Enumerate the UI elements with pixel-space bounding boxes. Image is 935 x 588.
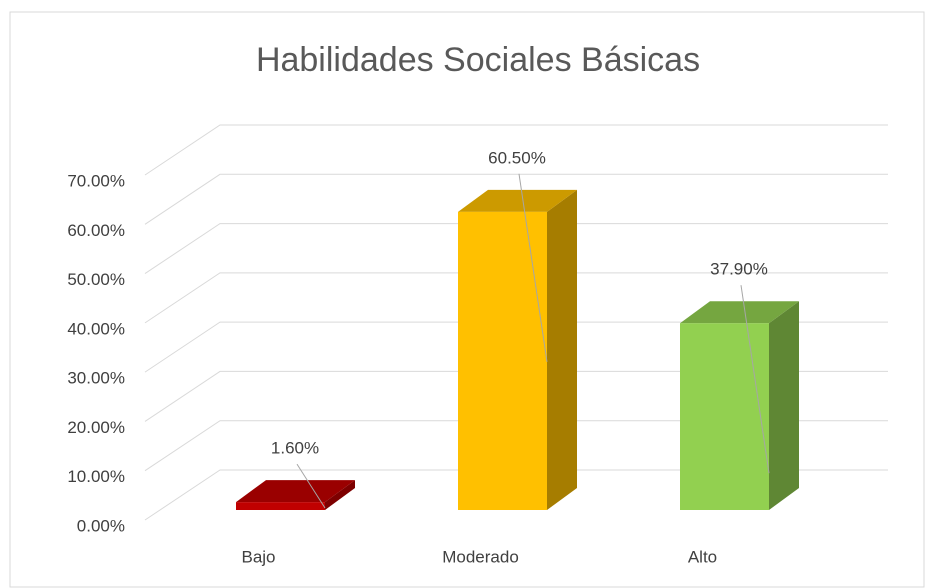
leader-line (740, 285, 770, 474)
bar-side (325, 480, 355, 510)
bar (680, 323, 769, 510)
y-tick-label: 70.00% (67, 171, 125, 190)
leader-line (296, 463, 326, 509)
bar-side (547, 189, 577, 511)
x-tick-label: Alto (688, 547, 717, 566)
bar (236, 502, 325, 510)
grid-line (144, 223, 888, 274)
grid-line (144, 420, 888, 472)
y-tick-label: 20.00% (67, 418, 125, 437)
bar-top (458, 189, 577, 212)
grid-line (144, 272, 888, 324)
grid-line (144, 173, 888, 225)
data-label: 1.60% (271, 439, 319, 458)
grid-line (144, 321, 888, 373)
leader-line (518, 173, 548, 362)
bar-side (769, 301, 799, 510)
bar-top (680, 301, 799, 324)
y-tick-label: 60.00% (67, 221, 125, 240)
grid-line (144, 370, 888, 422)
y-tick-label: 0.00% (77, 516, 125, 535)
y-tick-label: 40.00% (67, 319, 125, 338)
bar (458, 211, 547, 511)
grid-line (144, 469, 888, 521)
grid-line (144, 124, 888, 176)
y-tick-label: 50.00% (67, 270, 125, 289)
data-label: 37.90% (710, 260, 768, 279)
x-tick-label: Moderado (442, 547, 519, 566)
chart-title: Habilidades Sociales Básicas (256, 41, 700, 79)
bar-top (236, 480, 355, 503)
data-label: 60.50% (488, 148, 546, 167)
x-tick-label: Bajo (241, 547, 275, 566)
y-tick-label: 10.00% (67, 467, 125, 486)
y-tick-label: 30.00% (67, 369, 125, 388)
